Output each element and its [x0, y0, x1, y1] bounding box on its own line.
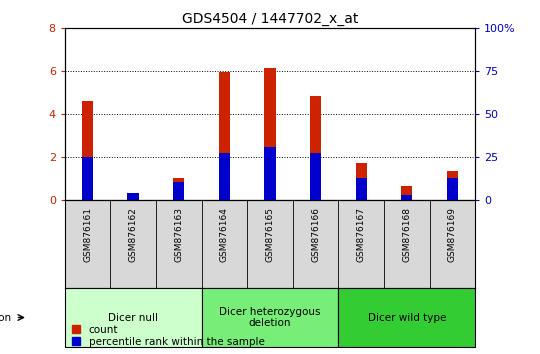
Bar [127, 193, 139, 200]
Text: GSM876165: GSM876165 [266, 207, 274, 262]
Text: GSM876168: GSM876168 [402, 207, 411, 262]
Text: Dicer wild type: Dicer wild type [368, 313, 446, 322]
Text: GSM876167: GSM876167 [357, 207, 366, 262]
Text: GSM876163: GSM876163 [174, 207, 183, 262]
Bar [401, 195, 413, 200]
Text: GSM876162: GSM876162 [129, 207, 138, 262]
Text: GSM876161: GSM876161 [83, 207, 92, 262]
Title: GDS4504 / 1447702_x_at: GDS4504 / 1447702_x_at [182, 12, 358, 26]
Text: Dicer heterozygous
deletion: Dicer heterozygous deletion [219, 307, 321, 328]
Bar [401, 186, 413, 200]
FancyBboxPatch shape [339, 288, 475, 347]
Text: GSM876166: GSM876166 [311, 207, 320, 262]
Bar [264, 147, 276, 200]
FancyBboxPatch shape [201, 288, 339, 347]
Bar [219, 72, 230, 200]
Bar [127, 193, 139, 200]
Bar [447, 171, 458, 200]
Bar [82, 101, 93, 200]
Bar [264, 68, 276, 200]
Bar [447, 178, 458, 200]
Text: Dicer null: Dicer null [108, 313, 158, 322]
Bar [355, 164, 367, 200]
Bar [310, 96, 321, 200]
Text: genotype/variation: genotype/variation [0, 313, 11, 322]
Text: GSM876164: GSM876164 [220, 207, 229, 262]
Bar [173, 182, 185, 200]
Bar [219, 153, 230, 200]
Bar [82, 157, 93, 200]
Bar [173, 178, 185, 200]
Legend: count, percentile rank within the sample: count, percentile rank within the sample [70, 322, 267, 349]
FancyBboxPatch shape [65, 288, 201, 347]
Text: GSM876169: GSM876169 [448, 207, 457, 262]
Bar [310, 153, 321, 200]
Bar [355, 178, 367, 200]
